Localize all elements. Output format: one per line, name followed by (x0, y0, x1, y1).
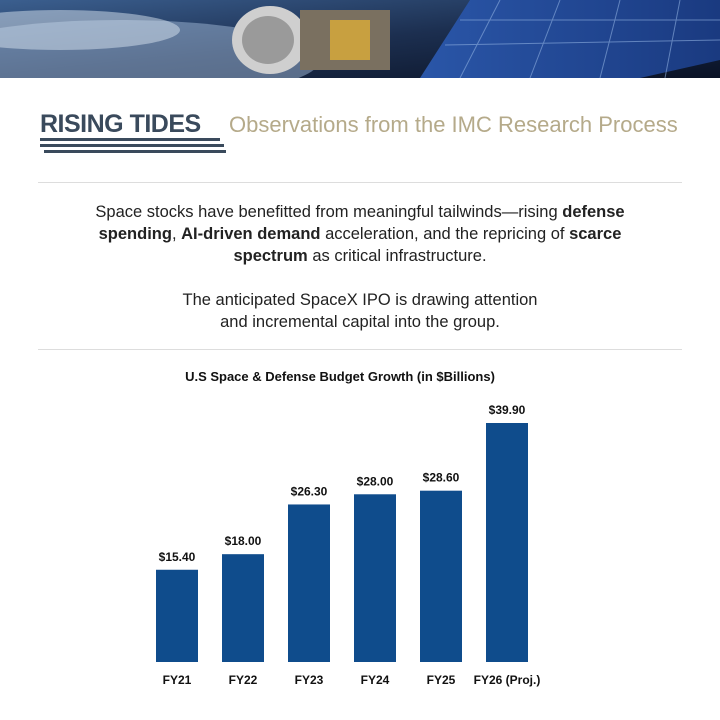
value-label: $28.00 (357, 474, 394, 488)
x-tick-label: FY26 (Proj.) (474, 673, 541, 687)
bar (420, 490, 462, 662)
bar (222, 554, 264, 662)
bar (288, 504, 330, 662)
bar (354, 494, 396, 662)
x-tick-label: FY24 (361, 673, 390, 687)
bar (486, 423, 528, 662)
value-label: $26.30 (291, 484, 328, 498)
title: RISING TIDES (40, 110, 201, 138)
text: Space stocks have benefitted from meanin… (95, 203, 563, 221)
text: acceleration, and the repricing of (320, 225, 570, 243)
divider (38, 349, 682, 350)
text: , (171, 225, 182, 243)
value-label: $39.90 (489, 403, 526, 417)
paragraph: Space stocks have benefitted from meanin… (60, 201, 660, 267)
chart: U.S Space & Defense Budget Growth (in $B… (156, 369, 541, 687)
x-tick-label: FY21 (163, 673, 192, 687)
divider (38, 182, 682, 183)
value-label: $18.00 (225, 534, 262, 548)
bar (156, 569, 198, 662)
chart-title: U.S Space & Defense Budget Growth (in $B… (185, 369, 495, 384)
value-label: $28.60 (423, 471, 460, 485)
title-stripes (40, 138, 226, 153)
bold-text: scarce spectrum (233, 225, 622, 265)
text: as critical infrastructure. (307, 247, 487, 265)
x-tick-label: FY25 (427, 673, 456, 687)
subtitle: Observations from the IMC Research Proce… (229, 112, 678, 137)
x-tick-label: FY23 (295, 673, 324, 687)
value-label: $15.40 (159, 550, 196, 564)
x-tick-label: FY22 (229, 673, 258, 687)
header-image (0, 0, 720, 78)
paragraph: The anticipated SpaceX IPO is drawing at… (180, 289, 540, 333)
bold-text: defense spending (98, 203, 625, 243)
bold-text: AI-driven demand (181, 225, 321, 243)
text: The anticipated SpaceX IPO is drawing at… (182, 291, 538, 331)
